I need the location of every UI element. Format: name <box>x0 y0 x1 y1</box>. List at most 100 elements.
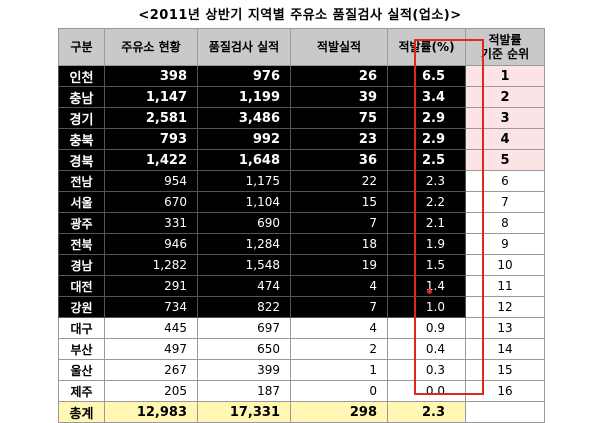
cell-rate: 2.9 <box>387 107 466 129</box>
table-row: 강원 734 822 7 1.0 12 <box>58 296 545 318</box>
header-rank-line1: 적발률 <box>488 33 522 47</box>
cell-rank: 3 <box>465 107 545 129</box>
cell-violations: 23 <box>290 128 388 150</box>
cell-region: 충북 <box>58 128 105 150</box>
cell-rank: 11 <box>465 275 545 297</box>
cell-rate: 2.3 <box>387 401 466 423</box>
cell-rate: 2.3 <box>387 170 466 192</box>
cell-region: 경남 <box>58 254 105 276</box>
cell-inspections: 474 <box>197 275 291 297</box>
cell-rank <box>465 401 545 423</box>
table-row: 경기 2,581 3,486 75 2.9 3 <box>58 107 545 129</box>
table-row: 인천 398 976 26 6.5 1 <box>58 65 545 87</box>
table-row: 전남 954 1,175 22 2.3 6 <box>58 170 545 192</box>
cell-rate: 2.9 <box>387 128 466 150</box>
cell-region: 대구 <box>58 317 105 339</box>
cell-rate: 2.1 <box>387 212 466 234</box>
cell-stations: 734 <box>104 296 198 318</box>
red-marker-dot <box>427 289 432 294</box>
cell-rank: 12 <box>465 296 545 318</box>
cell-stations: 497 <box>104 338 198 360</box>
cell-stations: 398 <box>104 65 198 87</box>
cell-stations: 954 <box>104 170 198 192</box>
table-row: 충남 1,147 1,199 39 3.4 2 <box>58 86 545 108</box>
cell-region: 충남 <box>58 86 105 108</box>
cell-stations: 1,422 <box>104 149 198 171</box>
cell-rate: 0.4 <box>387 338 466 360</box>
header-violations: 적발실적 <box>290 28 388 66</box>
cell-inspections: 1,199 <box>197 86 291 108</box>
header-inspections: 품질검사 실적 <box>197 28 291 66</box>
cell-rank: 16 <box>465 380 545 402</box>
cell-rate: 1.9 <box>387 233 466 255</box>
cell-region: 전남 <box>58 170 105 192</box>
table-row: 경남 1,282 1,548 19 1.5 10 <box>58 254 545 276</box>
table-row: 전북 946 1,284 18 1.9 9 <box>58 233 545 255</box>
cell-violations: 26 <box>290 65 388 87</box>
cell-rank: 7 <box>465 191 545 213</box>
cell-inspections: 697 <box>197 317 291 339</box>
cell-rank: 13 <box>465 317 545 339</box>
cell-inspections: 976 <box>197 65 291 87</box>
table-body: 인천 398 976 26 6.5 1 충남 1,147 1,199 39 3.4 2 경기 2,581 3… <box>58 65 545 423</box>
header-stations: 주유소 현황 <box>104 28 198 66</box>
cell-inspections: 1,175 <box>197 170 291 192</box>
cell-inspections: 3,486 <box>197 107 291 129</box>
cell-violations: 1 <box>290 359 388 381</box>
cell-inspections: 1,104 <box>197 191 291 213</box>
table-row: 대전 291 474 4 1.4 11 <box>58 275 545 297</box>
cell-stations: 1,147 <box>104 86 198 108</box>
cell-region: 울산 <box>58 359 105 381</box>
cell-rank: 5 <box>465 149 545 171</box>
cell-region: 제주 <box>58 380 105 402</box>
cell-region: 강원 <box>58 296 105 318</box>
cell-inspections: 822 <box>197 296 291 318</box>
cell-rate: 2.5 <box>387 149 466 171</box>
cell-violations: 298 <box>290 401 388 423</box>
cell-rank: 2 <box>465 86 545 108</box>
cell-rate: 0.3 <box>387 359 466 381</box>
cell-region: 총계 <box>58 401 105 423</box>
cell-violations: 4 <box>290 275 388 297</box>
cell-violations: 18 <box>290 233 388 255</box>
table-row: 충북 793 992 23 2.9 4 <box>58 128 545 150</box>
cell-inspections: 17,331 <box>197 401 291 423</box>
table-row: 제주 205 187 0 0.0 16 <box>58 380 545 402</box>
header-rank-line2: 기준 순위 <box>480 47 530 61</box>
cell-stations: 946 <box>104 233 198 255</box>
cell-inspections: 1,284 <box>197 233 291 255</box>
table-row: 부산 497 650 2 0.4 14 <box>58 338 545 360</box>
cell-stations: 793 <box>104 128 198 150</box>
header-rate: 적발률(%) <box>387 28 466 66</box>
cell-rank: 10 <box>465 254 545 276</box>
cell-rate: 1.4 <box>387 275 466 297</box>
cell-inspections: 650 <box>197 338 291 360</box>
cell-inspections: 690 <box>197 212 291 234</box>
cell-stations: 2,581 <box>104 107 198 129</box>
cell-rate: 2.2 <box>387 191 466 213</box>
cell-rate: 3.4 <box>387 86 466 108</box>
table-row: 서울 670 1,104 15 2.2 7 <box>58 191 545 213</box>
cell-stations: 267 <box>104 359 198 381</box>
header-region: 구분 <box>58 28 105 66</box>
inspection-table: 구분 주유소 현황 품질검사 실적 적발실적 적발률(%) 적발률 기준 순위 … <box>58 28 545 423</box>
cell-violations: 15 <box>290 191 388 213</box>
cell-rank: 1 <box>465 65 545 87</box>
cell-violations: 39 <box>290 86 388 108</box>
table-row: 울산 267 399 1 0.3 15 <box>58 359 545 381</box>
cell-rate: 0.9 <box>387 317 466 339</box>
cell-region: 부산 <box>58 338 105 360</box>
cell-inspections: 992 <box>197 128 291 150</box>
cell-violations: 7 <box>290 296 388 318</box>
cell-rank: 14 <box>465 338 545 360</box>
cell-rate: 6.5 <box>387 65 466 87</box>
cell-inspections: 399 <box>197 359 291 381</box>
cell-stations: 445 <box>104 317 198 339</box>
cell-violations: 22 <box>290 170 388 192</box>
cell-stations: 12,983 <box>104 401 198 423</box>
cell-region: 경기 <box>58 107 105 129</box>
cell-violations: 4 <box>290 317 388 339</box>
cell-region: 경북 <box>58 149 105 171</box>
table-row: 대구 445 697 4 0.9 13 <box>58 317 545 339</box>
cell-rank: 9 <box>465 233 545 255</box>
